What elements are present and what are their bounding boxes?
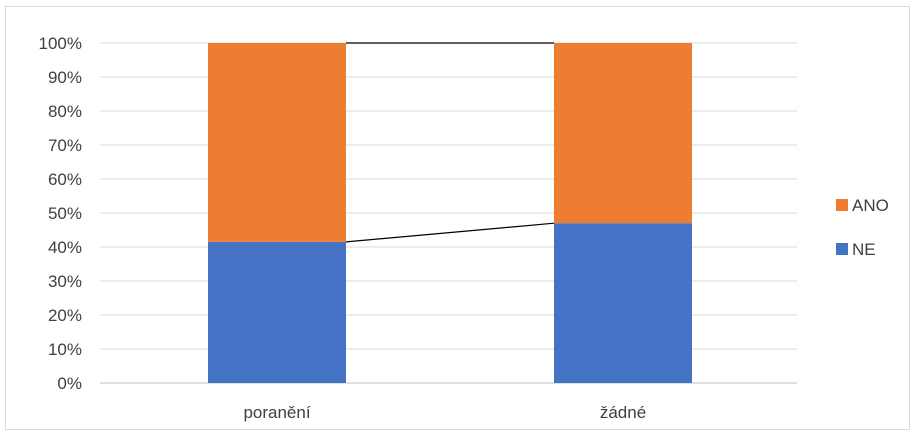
bar-segment-ano (554, 43, 692, 224)
y-tick-label: 90% (48, 68, 82, 87)
bar-segment-ano (208, 43, 346, 242)
y-tick-label: 20% (48, 306, 82, 325)
y-tick-label: 50% (48, 204, 82, 223)
bar-segment-ne (208, 241, 346, 383)
y-tick-label: 80% (48, 102, 82, 121)
legend-label-ano: ANO (852, 196, 889, 215)
legend: ANO NE (836, 196, 889, 259)
y-tick-label: 60% (48, 170, 82, 189)
bars (208, 43, 692, 383)
x-category-label: žádné (600, 403, 646, 422)
gridlines (100, 42, 797, 384)
y-tick-label: 10% (48, 340, 82, 359)
series-lines (345, 42, 555, 243)
y-tick-label: 70% (48, 136, 82, 155)
y-tick-label: 100% (39, 34, 82, 53)
x-category-label: poranění (243, 403, 310, 422)
legend-label-ne: NE (852, 240, 876, 259)
legend-swatch-ano (836, 199, 848, 211)
bar-segment-ne (554, 223, 692, 383)
y-axis-ticks: 0% 10% 20% 30% 40% 50% 60% 70% 80% 90% 100% (39, 34, 82, 393)
y-tick-label: 40% (48, 238, 82, 257)
series-line-ne (345, 222, 555, 243)
y-tick-label: 0% (57, 374, 82, 393)
y-tick-label: 30% (48, 272, 82, 291)
legend-swatch-ne (836, 243, 848, 255)
x-axis-labels: poranění žádné (243, 403, 646, 422)
